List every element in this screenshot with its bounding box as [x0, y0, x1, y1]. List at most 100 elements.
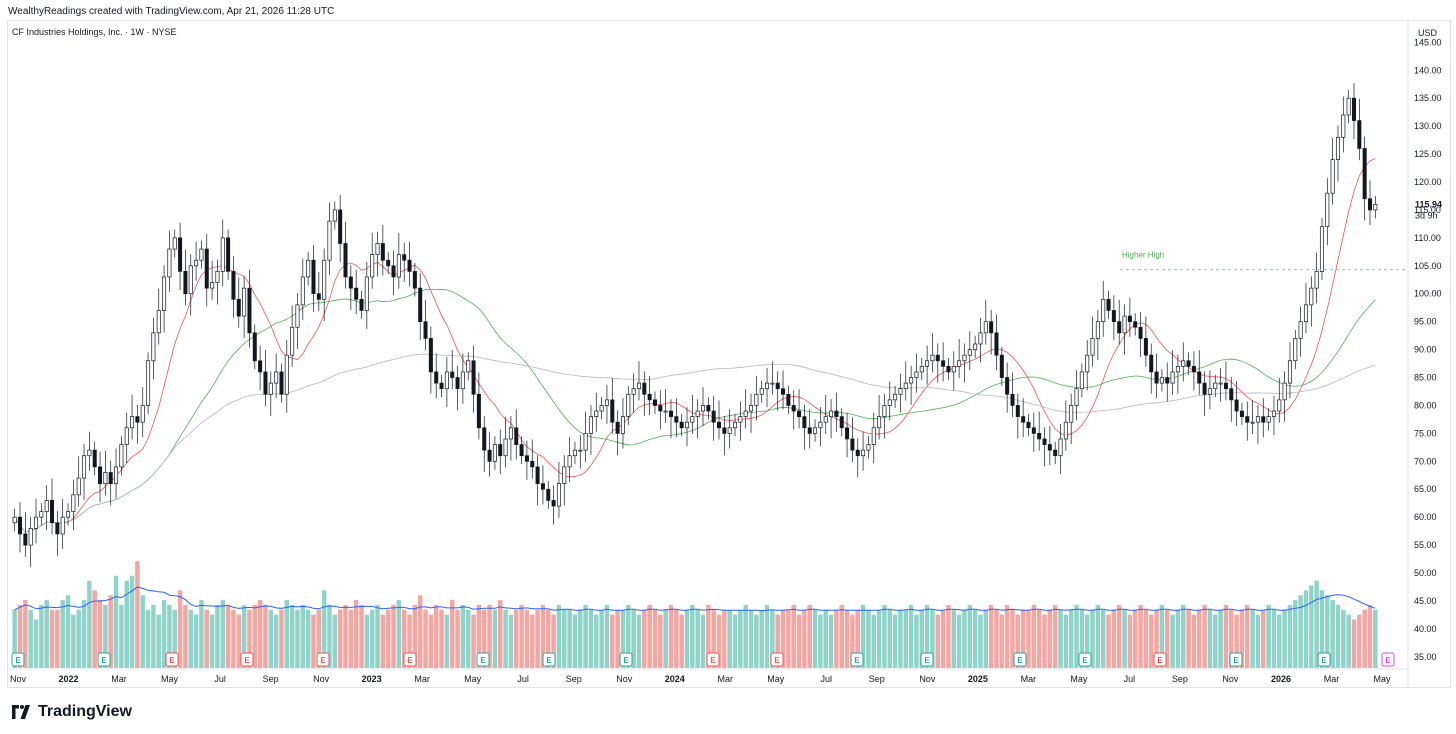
volume-bar — [1020, 609, 1026, 668]
candle-body — [1143, 338, 1148, 356]
x-tick-label: 2025 — [968, 674, 988, 684]
x-tick-label: 2023 — [362, 674, 382, 684]
volume-bar — [199, 600, 204, 668]
volume-bar — [391, 604, 396, 668]
candle-body — [786, 393, 791, 406]
candle-body — [524, 455, 529, 462]
volume-bar — [839, 604, 844, 668]
x-tick-label: 2022 — [59, 674, 79, 684]
volume-bar — [1010, 609, 1015, 668]
x-tick-label: May — [1070, 674, 1088, 684]
candle-body — [802, 416, 807, 429]
candle-body — [439, 382, 444, 390]
candle-body — [791, 405, 796, 412]
volume-bar — [215, 604, 220, 668]
currency-label[interactable]: USD — [1418, 28, 1438, 38]
symbol-title[interactable]: CF Industries Holdings, Inc. · 1W · NYSE — [12, 27, 177, 37]
volume-bar — [129, 575, 135, 668]
candle-body — [652, 399, 657, 406]
candle-body — [167, 248, 172, 278]
volume-bar — [551, 614, 556, 668]
volume-bar — [1245, 604, 1250, 668]
volume-bar — [87, 580, 92, 668]
volume-bar — [914, 614, 919, 668]
candle-body — [813, 427, 818, 434]
candle-body — [1330, 159, 1335, 194]
candle-body — [311, 259, 316, 295]
candle-body — [551, 500, 556, 507]
candle-body — [1229, 388, 1234, 401]
y-tick-label: 100.00 — [1414, 289, 1442, 299]
volume-bar — [956, 614, 962, 668]
volume-bar — [652, 609, 658, 668]
candle-body — [306, 259, 311, 278]
volume-bar — [1314, 580, 1319, 668]
volume-bar — [668, 604, 674, 668]
volume-bar — [610, 614, 615, 668]
earnings-icon-letter: E — [854, 656, 860, 665]
y-tick-label: 145.00 — [1414, 37, 1442, 47]
volume-bar — [449, 600, 455, 668]
candle-body — [252, 332, 257, 362]
volume-bar — [220, 600, 226, 668]
earnings-icon — [1317, 652, 1331, 667]
candle-body — [178, 237, 183, 272]
volume-bar — [850, 614, 855, 668]
candle-body — [1255, 416, 1260, 423]
candle-body — [962, 354, 967, 362]
candle-body — [1133, 321, 1138, 328]
volume-bar — [119, 604, 124, 668]
volume-bar — [1325, 595, 1330, 668]
volume-bar — [1298, 595, 1303, 668]
candle-body — [1053, 449, 1058, 457]
candle-body — [380, 243, 385, 261]
volume-bar — [503, 609, 508, 668]
volume-bar — [305, 609, 311, 668]
candle-body — [391, 265, 396, 278]
candle-body — [1079, 371, 1084, 390]
volume-bar — [1223, 604, 1229, 668]
volume-bar — [444, 614, 450, 668]
volume-bar — [1319, 590, 1325, 668]
volume-bar — [311, 614, 316, 668]
candle-body — [44, 500, 49, 512]
candle-body — [722, 427, 727, 434]
candle-body — [989, 321, 994, 334]
candle-body — [594, 410, 599, 417]
candle-body — [450, 371, 455, 378]
candle-body — [631, 388, 636, 395]
x-tick-label: May — [1373, 674, 1391, 684]
candle-body — [1245, 416, 1250, 423]
candle-body — [1197, 371, 1202, 384]
candle-body — [866, 444, 871, 451]
volume-bar — [279, 609, 284, 668]
volume-bar — [679, 614, 684, 668]
tradingview-brand[interactable]: TradingView — [10, 703, 132, 721]
y-tick-label: 65.00 — [1414, 484, 1437, 494]
earnings-icon — [240, 652, 254, 667]
candle-body — [359, 298, 364, 311]
y-tick-label: 45.00 — [1414, 596, 1437, 606]
volume-bar — [1036, 609, 1042, 668]
candle-body — [1250, 421, 1255, 424]
candle-body — [845, 427, 850, 440]
volume-bar — [60, 600, 65, 668]
volume-bar — [578, 609, 583, 668]
candle-body — [909, 377, 914, 384]
candle-body — [695, 410, 700, 417]
candle-body — [829, 410, 834, 417]
volume-bar — [471, 614, 476, 668]
volume-bar — [1074, 604, 1079, 668]
candle-body — [162, 276, 167, 311]
candle-body — [460, 371, 465, 390]
volume-bar — [44, 600, 49, 668]
candle-body — [386, 259, 391, 267]
x-tick-label: Mar — [718, 674, 734, 684]
earnings-icon-letter: E — [774, 656, 780, 665]
volume-bar — [700, 614, 706, 668]
candle-body — [1277, 399, 1282, 412]
volume-bar — [124, 580, 129, 668]
candle-body — [444, 371, 449, 390]
candle-body — [114, 466, 119, 485]
